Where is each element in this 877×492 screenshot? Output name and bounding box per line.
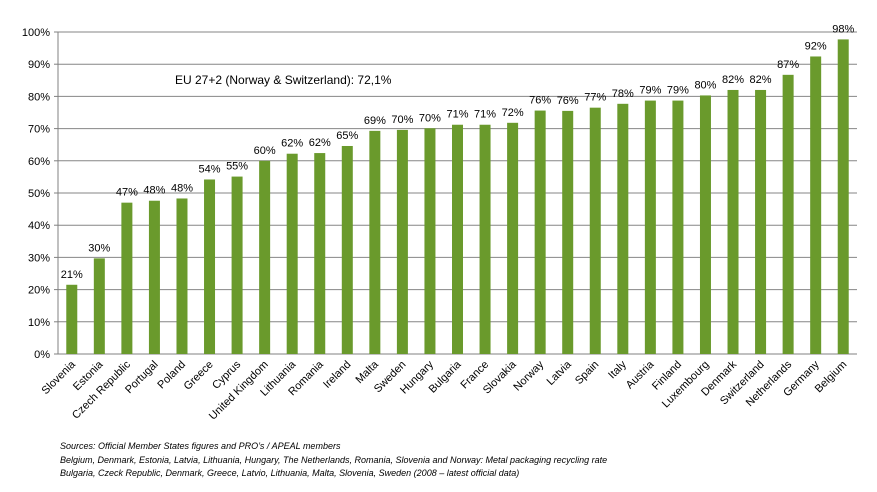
data-label: 92%	[805, 40, 827, 52]
data-label: 76%	[529, 95, 551, 107]
x-category-label: Italy	[606, 358, 629, 381]
x-category-label: Latvia	[545, 358, 575, 388]
data-label: 47%	[116, 187, 138, 199]
bar	[93, 258, 105, 354]
data-label: 54%	[199, 163, 221, 175]
data-label: 71%	[474, 109, 496, 121]
data-label: 82%	[722, 74, 744, 86]
footnote-sources: Sources: Official Member States figures …	[60, 441, 341, 451]
bar	[534, 110, 546, 355]
y-tick-label: 90%	[28, 59, 50, 71]
bar	[479, 124, 491, 355]
bar	[396, 129, 408, 354]
footnote-2008-data: Bulgaria, Czeck Republic, Denmark, Greec…	[60, 468, 520, 478]
bar	[452, 124, 463, 355]
bar	[727, 89, 739, 355]
bar	[507, 122, 519, 354]
eu-average-annotation: EU 27+2 (Norway & Switzerland): 72,1%	[175, 73, 392, 87]
x-category-label: Spain	[573, 359, 601, 387]
data-label: 48%	[171, 182, 193, 194]
bar	[424, 128, 436, 354]
bar	[699, 95, 711, 355]
data-label: 80%	[694, 79, 716, 91]
y-tick-label: 30%	[28, 252, 50, 264]
data-label: 21%	[61, 269, 83, 281]
y-tick-label: 100%	[22, 27, 50, 39]
data-labels: 21% 30% 47% 48% 48% 54% 55% 60% 62% 62% 65% 69% 70% 7…	[61, 23, 855, 280]
bar	[176, 198, 188, 354]
data-label: 72%	[502, 107, 524, 119]
data-label: 60%	[254, 145, 276, 157]
data-label: 62%	[281, 138, 303, 150]
bar	[341, 145, 353, 354]
bar	[810, 56, 822, 355]
data-label: 98%	[832, 23, 854, 35]
y-tick-label: 70%	[28, 124, 50, 136]
data-label: 87%	[777, 59, 799, 71]
bar	[204, 179, 216, 354]
data-label: 55%	[226, 161, 248, 173]
y-tick-label: 10%	[28, 317, 50, 329]
bar	[121, 202, 133, 354]
y-axis-tick-labels: 0% 10% 20% 30% 40% 50% 60% 70% 80% 90% 100%	[22, 27, 50, 361]
y-tick-label: 80%	[28, 91, 50, 103]
bar	[66, 284, 78, 354]
bar	[148, 200, 160, 354]
y-tick-label: 40%	[28, 220, 50, 232]
x-category-label: Ireland	[321, 359, 353, 391]
bar	[286, 153, 298, 354]
data-label: 30%	[88, 242, 110, 254]
data-label: 65%	[336, 130, 358, 142]
bar	[782, 74, 794, 355]
bar	[589, 107, 601, 354]
data-label: 76%	[557, 95, 579, 107]
y-tick-label: 60%	[28, 156, 50, 168]
x-category-label: Greece	[182, 359, 216, 393]
data-label: 77%	[584, 92, 606, 104]
y-tick-label: 50%	[28, 188, 50, 200]
bar	[231, 176, 243, 354]
data-label: 70%	[391, 114, 413, 126]
bar	[259, 160, 271, 354]
data-label: 70%	[419, 112, 441, 124]
bar-series	[66, 39, 849, 355]
footnote-metal-rate: Belgium, Denmark, Estonia, Latvia, Lithu…	[60, 454, 608, 465]
data-label: 62%	[309, 137, 331, 149]
bar	[837, 39, 849, 354]
bar	[755, 89, 767, 355]
y-tick-label: 20%	[28, 285, 50, 297]
data-label: 82%	[750, 74, 772, 86]
data-label: 78%	[612, 88, 634, 100]
data-label: 79%	[639, 85, 661, 97]
bar	[369, 130, 381, 354]
data-label: 71%	[446, 109, 468, 121]
x-category-label: Slovenia	[40, 358, 79, 397]
data-label: 69%	[364, 115, 386, 127]
bar	[562, 110, 574, 354]
data-label: 79%	[667, 85, 689, 97]
bar	[672, 100, 684, 354]
sources-footnote: Sources: Official Member States figures …	[60, 440, 607, 481]
x-category-label: Norway	[511, 358, 546, 393]
data-label: 48%	[143, 185, 165, 197]
bar	[644, 100, 656, 354]
y-tick-label: 0%	[34, 349, 50, 361]
bar	[314, 153, 326, 354]
recycling-rate-bar-chart: 0% 10% 20% 30% 40% 50% 60% 70% 80% 90% 100% 21% 30%…	[22, 23, 857, 422]
bar	[617, 103, 629, 354]
